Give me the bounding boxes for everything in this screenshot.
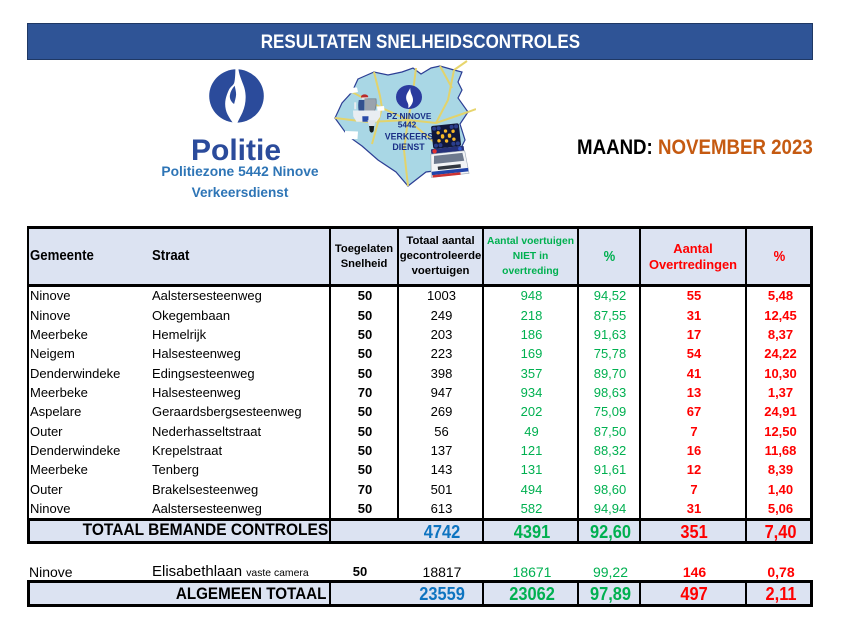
svg-text:VERKEERS: VERKEERS xyxy=(385,132,434,142)
svg-text:5442: 5442 xyxy=(398,120,417,130)
svg-text:PZ NINOVE: PZ NINOVE xyxy=(387,111,432,121)
svg-text:DIENST: DIENST xyxy=(392,142,425,152)
